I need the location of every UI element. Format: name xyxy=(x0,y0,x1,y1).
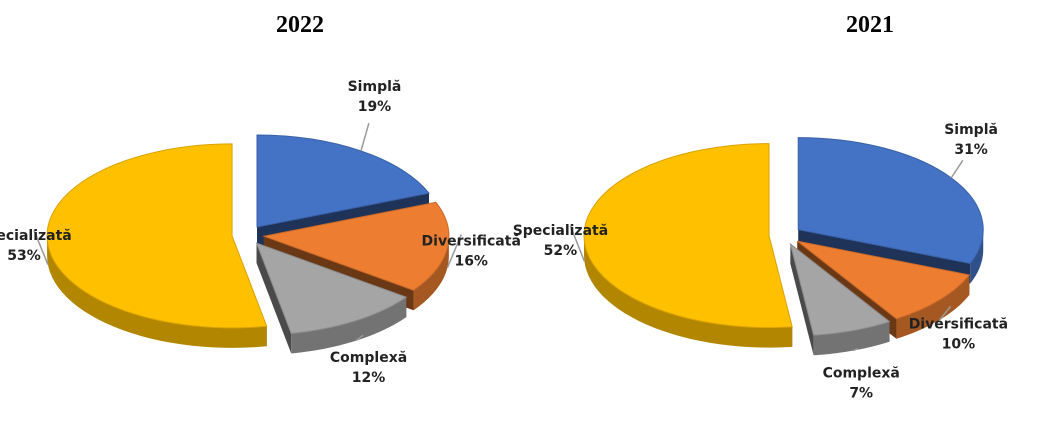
slice xyxy=(797,240,971,320)
slice-side xyxy=(47,235,267,348)
data-label-name: Diversificată xyxy=(422,233,521,249)
chart-title: 2021 xyxy=(846,12,894,38)
data-label-name: Simplă xyxy=(348,79,402,95)
data-label-name: Complexă xyxy=(823,365,900,381)
slice-edge xyxy=(256,243,292,354)
slice-side xyxy=(970,229,984,284)
slice xyxy=(789,242,891,336)
leader-line xyxy=(569,225,586,262)
slice xyxy=(797,137,984,265)
leader-line xyxy=(950,159,964,179)
leader-line xyxy=(446,234,462,269)
data-label-value: 16% xyxy=(454,253,488,269)
data-label-value: 12% xyxy=(352,370,386,386)
data-label-name: Complexă xyxy=(330,350,407,366)
data-label-value: 53% xyxy=(7,248,41,264)
data-label-name: Specializată xyxy=(0,228,72,244)
leader-line xyxy=(360,123,370,152)
leader-line xyxy=(852,348,859,352)
leader-line xyxy=(33,229,49,265)
slice xyxy=(46,143,268,329)
data-label-value: 7% xyxy=(849,385,873,401)
data-label-name: Specializată xyxy=(513,223,608,239)
data-label-name: Simplă xyxy=(944,122,998,138)
slice-side xyxy=(291,297,407,354)
data-label-value: 10% xyxy=(942,336,976,352)
slice xyxy=(256,134,430,228)
slice-side xyxy=(584,235,793,348)
slice xyxy=(583,143,793,329)
data-label-value: 52% xyxy=(544,243,578,259)
leader-line xyxy=(939,305,952,321)
slice-side xyxy=(413,236,449,311)
slice xyxy=(255,242,408,335)
data-label-name: Diversificată xyxy=(909,316,1008,332)
slice-side xyxy=(813,321,890,356)
chart-title: 2022 xyxy=(276,12,324,38)
slice-edge xyxy=(790,244,814,356)
data-label-value: 31% xyxy=(954,142,988,158)
slice xyxy=(262,201,450,291)
slice-side xyxy=(896,274,970,339)
leader-line xyxy=(355,334,364,342)
data-label-value: 19% xyxy=(358,99,392,115)
